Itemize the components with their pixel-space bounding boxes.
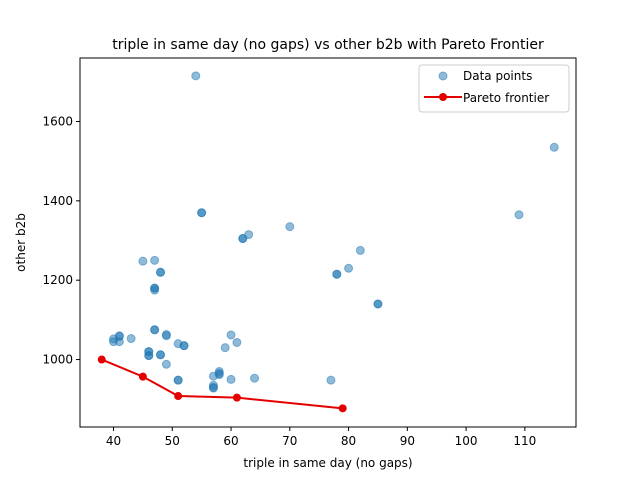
pareto-frontier-line	[101, 358, 343, 410]
data-point	[250, 373, 260, 383]
data-point	[161, 331, 171, 341]
data-point	[150, 255, 160, 265]
data-point	[373, 299, 383, 309]
legend-frame	[418, 64, 570, 113]
data-point	[191, 71, 201, 81]
data-point	[232, 337, 242, 347]
data-point	[549, 142, 559, 152]
x-tick-label: 90	[400, 434, 415, 448]
x-tick-label: 70	[282, 434, 297, 448]
pareto-point	[338, 404, 347, 413]
legend-label-data-points: Data points	[463, 69, 532, 83]
data-point	[126, 334, 136, 344]
plot-frame	[79, 57, 577, 428]
plot-area	[97, 71, 559, 413]
data-point	[220, 343, 230, 353]
x-tick-label: 110	[513, 434, 536, 448]
legend-marker-pareto	[439, 93, 447, 101]
pareto-point	[138, 372, 147, 381]
data-point	[197, 208, 207, 218]
y-tick-label: 1600	[42, 114, 73, 128]
y-axis: 1000 1200 1400 1600	[42, 114, 80, 367]
x-tick-label: 50	[165, 434, 180, 448]
pareto-point	[97, 355, 106, 364]
pareto-point	[232, 393, 241, 402]
y-tick-label: 1400	[42, 194, 73, 208]
legend-marker-data-points	[438, 71, 448, 81]
x-tick-label: 100	[455, 434, 478, 448]
legend-label-pareto: Pareto frontier	[463, 91, 549, 105]
data-point	[156, 350, 166, 360]
data-point	[344, 263, 354, 273]
data-point	[332, 269, 342, 279]
data-point	[150, 325, 160, 335]
data-point	[226, 330, 236, 340]
data-point	[285, 222, 295, 232]
data-point	[173, 375, 183, 385]
x-axis-label: triple in same day (no gaps)	[243, 456, 412, 470]
data-point	[150, 283, 160, 293]
data-point	[144, 351, 154, 361]
data-point	[179, 341, 189, 351]
x-tick-label: 80	[341, 434, 356, 448]
data-point	[156, 267, 166, 277]
x-tick-label: 60	[223, 434, 238, 448]
data-point	[208, 383, 218, 393]
data-point	[514, 210, 524, 220]
data-point	[326, 375, 336, 385]
data-point	[238, 234, 248, 244]
data-point	[208, 371, 218, 381]
pareto-point	[174, 392, 183, 401]
chart-title: triple in same day (no gaps) vs other b2…	[112, 37, 544, 53]
y-tick-label: 1200	[42, 273, 73, 287]
data-point	[355, 245, 365, 255]
y-axis-label: other b2b	[14, 213, 28, 272]
x-axis: 40 50 60 70 80 90 100 110	[106, 427, 536, 448]
y-tick-label: 1000	[42, 353, 73, 367]
data-point	[108, 337, 118, 347]
x-tick-label: 40	[106, 434, 121, 448]
data-point	[161, 359, 171, 369]
legend: Data points Pareto frontier	[418, 64, 570, 113]
data-point	[138, 256, 148, 266]
data-point	[226, 374, 236, 384]
